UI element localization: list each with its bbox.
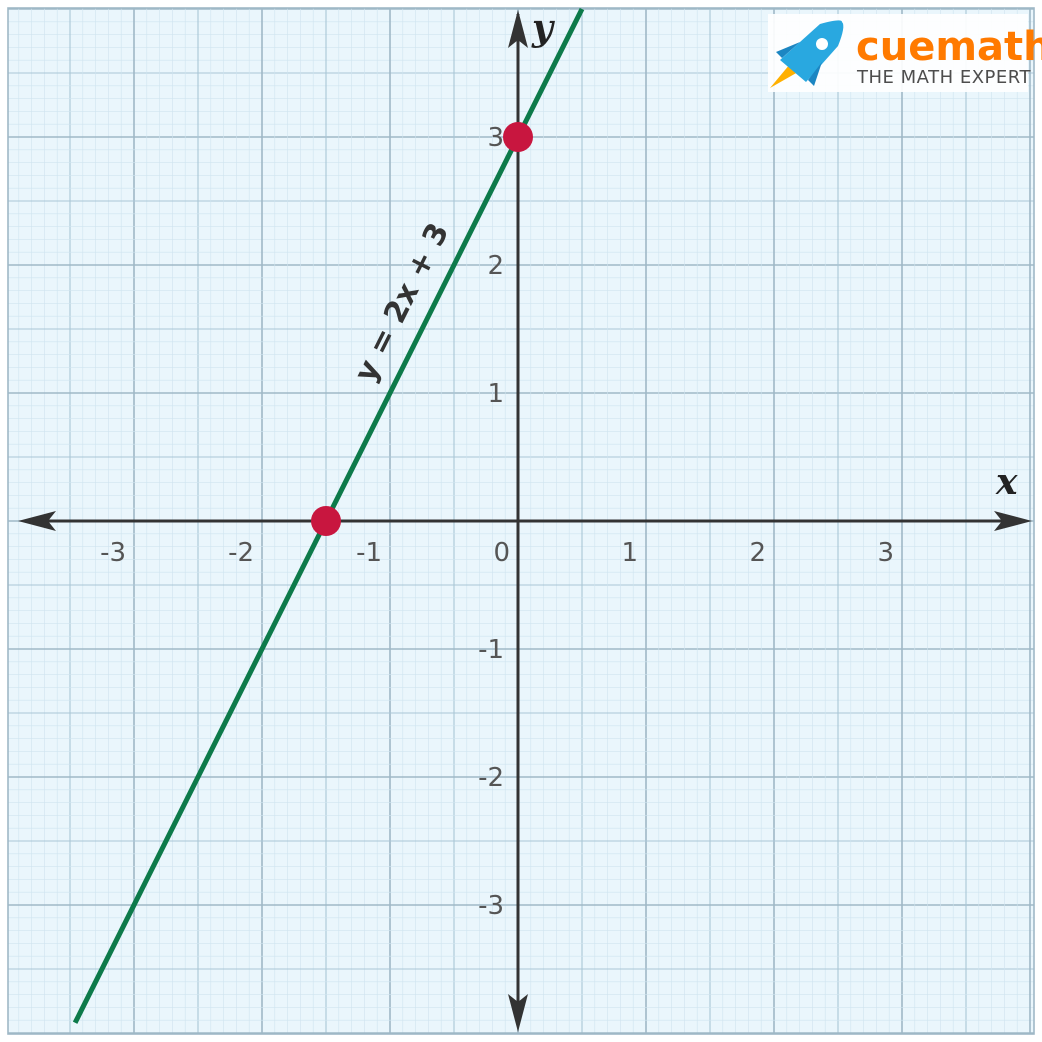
x-axis-label: x bbox=[995, 461, 1018, 503]
plot-border bbox=[7, 7, 1035, 1035]
x-tick-label: 0 bbox=[493, 538, 510, 568]
y-tick-label: -1 bbox=[478, 635, 504, 665]
x-tick-label: -3 bbox=[100, 538, 126, 568]
x-tick-label: -2 bbox=[228, 538, 254, 568]
y-tick-label: 3 bbox=[487, 123, 504, 153]
y-axis-label: y bbox=[531, 7, 555, 49]
data-point bbox=[503, 122, 533, 152]
y-axis-arrow-down bbox=[508, 994, 528, 1032]
x-tick-label: 3 bbox=[877, 538, 894, 568]
data-point bbox=[311, 506, 341, 536]
logo-wordmark: cuemath bbox=[856, 24, 1042, 70]
x-axis-arrow-right bbox=[994, 511, 1032, 531]
x-tick-label: 1 bbox=[621, 538, 638, 568]
logo-tagline: THE MATH EXPERT bbox=[856, 67, 1031, 88]
axes: xy bbox=[18, 7, 1032, 1032]
x-tick-label: 2 bbox=[749, 538, 766, 568]
y-tick-label: -3 bbox=[478, 891, 504, 921]
x-tick-label: -1 bbox=[356, 538, 382, 568]
y-axis-arrow-up bbox=[508, 10, 528, 48]
y-tick-label: 1 bbox=[487, 379, 504, 409]
x-axis-arrow-left bbox=[18, 511, 56, 531]
y-tick-label: -2 bbox=[478, 763, 504, 793]
tick-labels: -3 -2 -1 0 1 2 3 3 2 1 -1 -2 -3 bbox=[100, 123, 894, 921]
rocket-icon bbox=[770, 20, 844, 88]
cuemath-logo: cuemath THE MATH EXPERT bbox=[768, 14, 1042, 92]
series-group bbox=[72, 7, 585, 1024]
y-tick-label: 2 bbox=[487, 251, 504, 281]
